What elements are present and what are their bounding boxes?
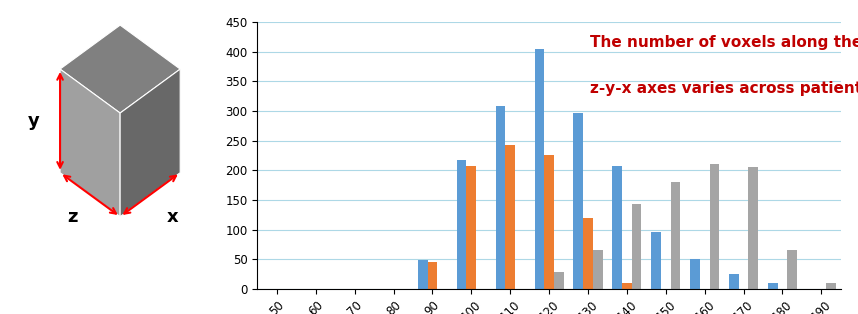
Bar <box>622 283 631 289</box>
Text: The number of voxels along the: The number of voxels along the <box>590 35 858 50</box>
Polygon shape <box>60 25 180 113</box>
Bar <box>496 106 505 289</box>
Bar <box>583 218 593 289</box>
Polygon shape <box>60 69 120 217</box>
Bar <box>729 274 739 289</box>
Bar <box>631 204 642 289</box>
Bar <box>554 272 564 289</box>
Bar <box>671 182 680 289</box>
Bar <box>748 167 758 289</box>
Bar <box>505 145 515 289</box>
Bar <box>418 260 427 289</box>
Text: z-y-x axes varies across patients: z-y-x axes varies across patients <box>590 81 858 96</box>
Bar <box>710 164 719 289</box>
Bar <box>467 166 476 289</box>
Bar <box>768 283 777 289</box>
Bar <box>456 160 467 289</box>
Bar <box>427 262 438 289</box>
Text: x: x <box>167 208 178 226</box>
Bar <box>826 283 836 289</box>
Text: y: y <box>27 112 39 130</box>
Bar <box>690 259 700 289</box>
Bar <box>573 113 583 289</box>
Bar <box>544 155 554 289</box>
Bar <box>788 250 797 289</box>
Bar <box>613 166 622 289</box>
Polygon shape <box>120 69 180 217</box>
Bar <box>651 232 661 289</box>
Bar <box>535 49 544 289</box>
Bar <box>593 250 602 289</box>
Text: z: z <box>67 208 77 226</box>
